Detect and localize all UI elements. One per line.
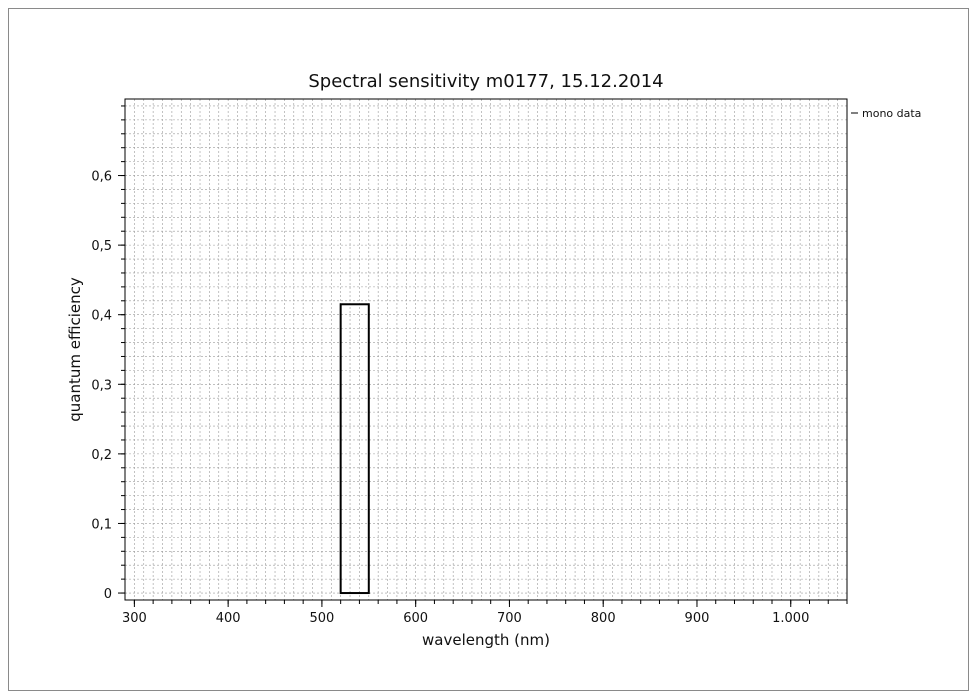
axis-ticks: 300 400 500 600 700 800 900 1.000 0 0,1 0,2 0,3 0,4 0…	[91, 105, 848, 626]
chart-title: Spectral sensitivity m0177, 15.12.2014	[308, 71, 663, 92]
x-tick-label: 900	[685, 611, 710, 626]
chart-frame	[8, 8, 969, 691]
grid	[124, 99, 848, 600]
y-tick-label: 0	[104, 587, 112, 602]
x-tick-label: 600	[403, 611, 428, 626]
legend: mono data	[851, 107, 921, 120]
legend-label: mono data	[862, 107, 921, 120]
y-tick-label: 0,5	[91, 239, 112, 254]
x-tick-label: 800	[591, 611, 616, 626]
y-tick-label: 0,1	[91, 517, 112, 532]
plot-area	[124, 98, 848, 601]
y-tick-label: 0,2	[91, 448, 112, 463]
y-tick-label: 0,3	[91, 378, 112, 393]
y-tick-label: 0,4	[91, 309, 112, 324]
x-tick-label: 400	[216, 611, 241, 626]
bar	[339, 303, 370, 595]
x-tick-label: 700	[497, 611, 522, 626]
y-axis-title: quantum efficiency	[66, 277, 84, 422]
x-axis-title: wavelength (nm)	[422, 631, 550, 649]
y-tick-label: 0,6	[91, 170, 112, 185]
bars	[339, 303, 370, 595]
x-tick-label: 500	[309, 611, 334, 626]
x-tick-label: 300	[122, 611, 147, 626]
x-tick-label: 1.000	[772, 611, 809, 626]
